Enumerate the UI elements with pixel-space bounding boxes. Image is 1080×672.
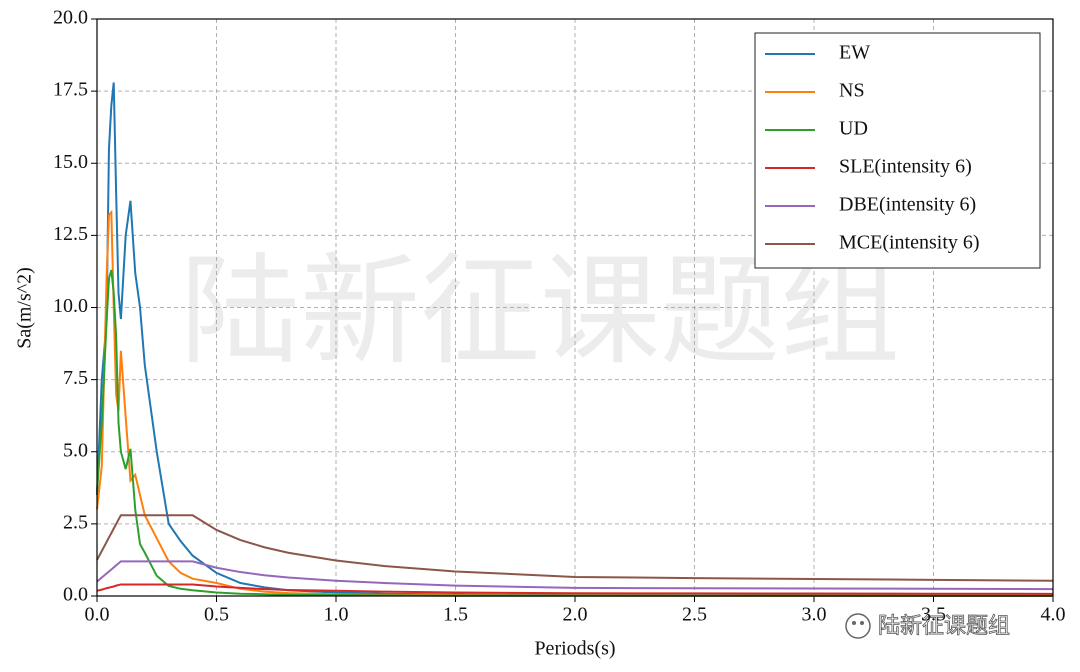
y-tick-label: 15.0 — [53, 151, 88, 173]
logo: 陆新征课题组 — [845, 613, 1010, 639]
legend-label: UD — [839, 118, 868, 140]
y-axis-label: Sa(m/s^2) — [14, 267, 36, 349]
x-tick-label: 0.0 — [85, 604, 110, 626]
x-tick-label: 3.5 — [921, 604, 946, 626]
logo-text: 陆新征课题组 — [878, 614, 1010, 639]
x-tick-label: 2.0 — [563, 604, 588, 626]
x-tick-label: 1.0 — [324, 604, 349, 626]
legend-label: NS — [839, 80, 865, 102]
series-line — [96, 583, 1054, 595]
y-tick-label: 12.5 — [53, 223, 88, 245]
y-tick-label: 0.0 — [63, 584, 88, 606]
x-axis-label: Periods(s) — [534, 638, 615, 660]
x-tick-label: 4.0 — [1041, 604, 1066, 626]
x-tick-label: 0.5 — [204, 604, 229, 626]
y-tick-label: 2.5 — [63, 511, 88, 533]
legend-label: MCE(intensity 6) — [839, 232, 980, 254]
y-tick-label: 20.0 — [53, 7, 88, 29]
series-line — [96, 560, 1054, 591]
legend-label: DBE(intensity 6) — [839, 194, 976, 216]
y-tick-label: 5.0 — [63, 439, 88, 461]
y-tick-label: 17.5 — [53, 79, 88, 101]
legend: EW NS UD SLE(intensity 6) DBE(intensity 6) MC… — [754, 32, 1041, 269]
y-tick-label: 10.0 — [53, 295, 88, 317]
x-tick-label: 2.5 — [682, 604, 707, 626]
plot-frame — [96, 18, 1054, 597]
x-tick-label: 3.0 — [802, 604, 827, 626]
logo-icon — [845, 613, 871, 639]
legend-box — [754, 32, 1041, 269]
logo-icon — [852, 621, 856, 625]
series-line — [96, 514, 1054, 582]
y-tick-label: 7.5 — [63, 367, 88, 389]
x-tick-label: 1.5 — [443, 604, 468, 626]
legend-label: SLE(intensity 6) — [839, 156, 972, 178]
legend-label: EW — [839, 42, 870, 64]
logo-icon — [860, 621, 864, 625]
